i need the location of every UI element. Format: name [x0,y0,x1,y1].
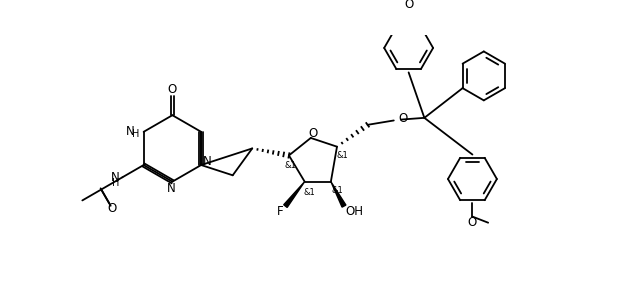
Polygon shape [331,182,346,207]
Text: O: O [398,112,408,125]
Text: H: H [132,129,139,139]
Text: O: O [108,202,117,215]
Text: N: N [203,155,212,168]
Text: N: N [111,171,120,184]
Text: H: H [112,179,120,188]
Text: &1: &1 [332,186,344,195]
Polygon shape [284,182,305,208]
Text: N: N [167,182,176,195]
Text: O: O [404,0,413,11]
Text: &1: &1 [336,151,348,160]
Text: F: F [277,205,283,218]
Text: O: O [308,127,318,140]
Text: N: N [126,125,135,138]
Text: &1: &1 [285,161,297,170]
Text: O: O [468,216,477,229]
Text: O: O [168,84,177,96]
Text: OH: OH [345,205,364,218]
Text: &1: &1 [303,188,315,197]
